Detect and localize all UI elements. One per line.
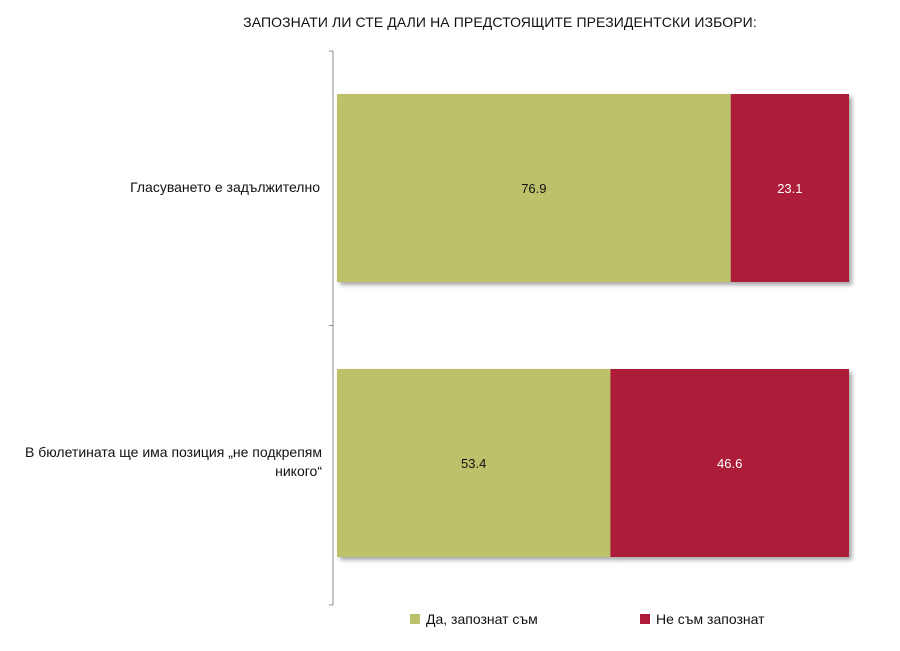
bar-segment xyxy=(730,94,849,282)
chart-title: ЗАПОЗНАТИ ЛИ СТЕ ДАЛИ НА ПРЕДСТОЯЩИТЕ ПР… xyxy=(243,14,757,30)
legend-swatch xyxy=(640,614,650,624)
bar-segment xyxy=(337,94,731,282)
bar-segment xyxy=(337,369,611,557)
data-label: 46.6 xyxy=(717,456,742,471)
legend-item: Да, запознат съм xyxy=(410,611,538,627)
data-label: 76.9 xyxy=(521,181,546,196)
bar-segment xyxy=(610,369,849,557)
legend-label: Да, запознат съм xyxy=(426,611,538,627)
legend: Да, запознат съм Не съм запознат xyxy=(0,611,900,631)
legend-item: Не съм запознат xyxy=(640,611,765,627)
legend-swatch xyxy=(410,614,420,624)
category-label: В бюлетината ще има позиция „не подкрепя… xyxy=(24,444,322,479)
data-label: 23.1 xyxy=(777,181,802,196)
legend-label: Не съм запознат xyxy=(656,611,765,627)
category-label: Гласуването е задължително xyxy=(130,179,320,195)
data-label: 53.4 xyxy=(461,456,486,471)
